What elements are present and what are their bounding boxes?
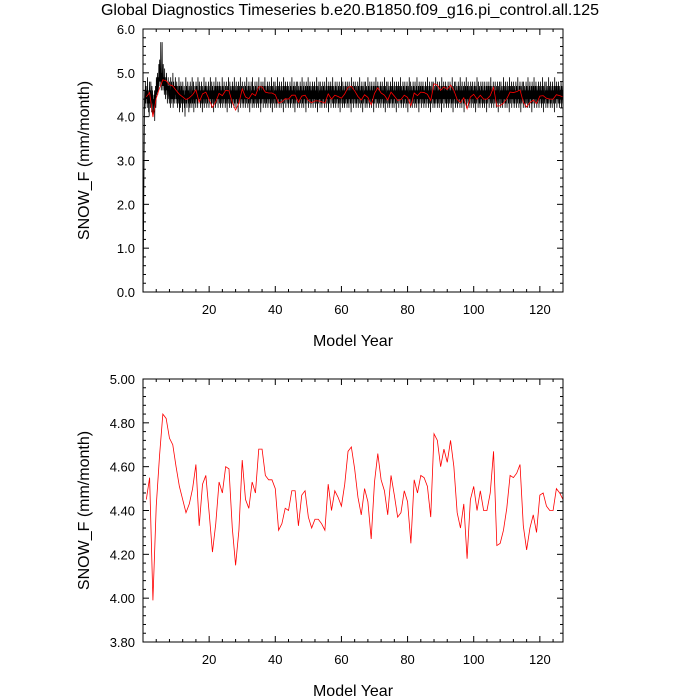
panel-top: 20 40 60 80 100 120 0.0 1.0 2.0 3.0 4.0 5.0 6.0 Model… <box>76 22 564 350</box>
y-tick-label: 4.60 <box>110 460 135 475</box>
figure-title: Global Diagnostics Timeseries b.e20.B185… <box>100 2 600 19</box>
x-tick-label: 80 <box>400 652 414 667</box>
x-axis-label: Model Year <box>313 333 394 350</box>
y-tick-label: 5.0 <box>117 66 135 81</box>
y-tick-label: 4.40 <box>110 504 135 519</box>
x-tick-label: 40 <box>268 652 282 667</box>
y-tick-label: 0.0 <box>117 285 135 300</box>
y-tick-label: 3.0 <box>117 154 135 169</box>
series-line-black <box>143 42 563 292</box>
x-tick-label: 100 <box>463 302 485 317</box>
y-tick-label: 1.0 <box>117 241 135 256</box>
y-tick-label: 4.80 <box>110 416 135 431</box>
plot-frame <box>142 28 564 293</box>
x-tick-label: 40 <box>268 302 282 317</box>
y-tick-label: 3.80 <box>110 635 135 650</box>
y-tick-label: 4.20 <box>110 547 135 562</box>
series-line-red <box>145 412 563 601</box>
x-tick-label: 20 <box>202 652 216 667</box>
x-tick-label: 120 <box>529 302 551 317</box>
x-tick-label: 100 <box>463 652 485 667</box>
panel-bottom: 20 40 60 80 100 120 3.80 4.00 4.20 4.40 4.60 4.80 5.… <box>76 372 564 700</box>
x-tick-label: 120 <box>529 652 551 667</box>
x-tick-label: 80 <box>400 302 414 317</box>
y-axis-label: SNOW_F (mm/month) <box>76 81 93 240</box>
y-tick-label: 4.00 <box>110 591 135 606</box>
y-tick-label: 2.0 <box>117 197 135 212</box>
x-tick-label: 20 <box>202 302 216 317</box>
y-tick-label: 6.0 <box>117 22 135 37</box>
plot-frame <box>142 378 564 643</box>
series-line-red <box>145 79 563 118</box>
x-tick-label: 60 <box>334 652 348 667</box>
y-tick-label: 5.00 <box>110 372 135 387</box>
y-tick-label: 4.0 <box>117 110 135 125</box>
x-axis-label: Model Year <box>313 683 394 700</box>
y-axis-label: SNOW_F (mm/month) <box>76 431 93 590</box>
x-tick-label: 60 <box>334 302 348 317</box>
